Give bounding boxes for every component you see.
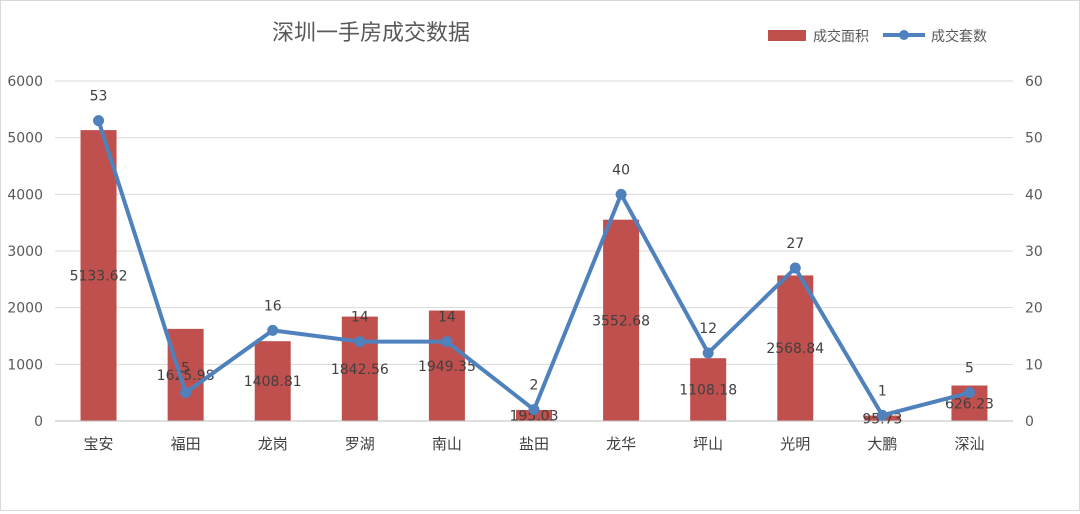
- y-right-tick-label: 50: [1025, 131, 1043, 147]
- line-point: [441, 336, 453, 348]
- bar-value-label: 1842.56: [331, 362, 389, 378]
- x-tick-label: 盐田: [519, 435, 549, 453]
- bar-value-label: 1108.18: [679, 383, 737, 399]
- legend-line-marker: [899, 30, 909, 40]
- line-series-path: [96, 120, 970, 418]
- line-value-label: 27: [786, 236, 804, 252]
- x-tick-label: 宝安: [84, 435, 114, 453]
- line-point: [93, 115, 105, 127]
- y-left-tick-label: 0: [34, 414, 43, 430]
- x-tick-label: 龙华: [606, 435, 636, 453]
- x-tick-label: 光明: [780, 435, 810, 453]
- bar: [516, 409, 552, 421]
- line-point: [180, 387, 192, 399]
- line-point: [702, 347, 714, 359]
- line-value-label: 12: [699, 321, 717, 337]
- bar: [777, 275, 814, 421]
- y-left-tick-label: 6000: [7, 74, 43, 90]
- chart-title: 深圳一手房成交数据: [272, 21, 470, 46]
- line-value-label: 53: [90, 89, 108, 105]
- y-left-tick-label: 2000: [7, 301, 43, 317]
- bar-value-label: 5133.62: [70, 269, 128, 285]
- line-value-label: 2: [530, 378, 539, 394]
- y-right-tick-label: 0: [1025, 414, 1034, 430]
- y-left-tick-label: 4000: [7, 187, 43, 203]
- legend-bar-label: 成交面积: [813, 28, 869, 45]
- y-right-tick-label: 60: [1025, 74, 1043, 90]
- bar-value-label: 3552.68: [592, 313, 650, 329]
- x-tick-label: 南山: [432, 435, 462, 453]
- y-right-tick-label: 10: [1025, 357, 1043, 373]
- x-tick-label: 大鹏: [867, 435, 897, 453]
- x-tick-label: 龙岗: [258, 435, 288, 453]
- y-left-tick-label: 5000: [7, 131, 43, 147]
- y-right-tick-label: 20: [1025, 301, 1043, 317]
- y-right-tick-label: 40: [1025, 187, 1043, 203]
- bar-value-label: 626.23: [945, 396, 994, 412]
- line-value-label: 16: [264, 298, 282, 314]
- x-tick-label: 福田: [171, 435, 201, 453]
- bar-value-label: 2568.84: [766, 341, 824, 357]
- bar: [428, 310, 465, 421]
- bar: [690, 358, 727, 421]
- legend-line-label: 成交套数: [931, 28, 987, 45]
- bar: [167, 328, 204, 421]
- bar-value-label: 1408.81: [244, 374, 302, 390]
- line-point: [963, 387, 975, 399]
- line-point: [354, 336, 366, 348]
- bar-value-label: 1949.35: [418, 359, 476, 375]
- line-point: [789, 262, 801, 274]
- line-value-label: 14: [438, 310, 456, 326]
- line-point: [528, 404, 540, 416]
- line-value-label: 5: [181, 361, 190, 377]
- line-value-label: 14: [351, 310, 369, 326]
- legend-bar-swatch: [768, 30, 806, 41]
- bar: [80, 130, 117, 422]
- line-point: [876, 409, 888, 421]
- y-right-tick-label: 30: [1025, 244, 1043, 260]
- x-tick-label: 深汕: [954, 435, 984, 453]
- line-point: [267, 324, 279, 336]
- x-tick-label: 坪山: [693, 435, 723, 453]
- y-left-tick-label: 3000: [7, 244, 43, 260]
- line-value-label: 1: [878, 383, 887, 399]
- x-tick-label: 罗湖: [345, 435, 375, 453]
- bar: [603, 219, 640, 421]
- line-value-label: 5: [965, 361, 974, 377]
- bar: [341, 316, 378, 421]
- legend: 成交面积 成交套数: [768, 28, 987, 45]
- line-point: [615, 188, 627, 200]
- bar-value-label: 195.03: [510, 408, 559, 424]
- bar: [254, 341, 291, 421]
- y-left-tick-label: 1000: [7, 357, 43, 373]
- line-value-label: 40: [612, 162, 630, 178]
